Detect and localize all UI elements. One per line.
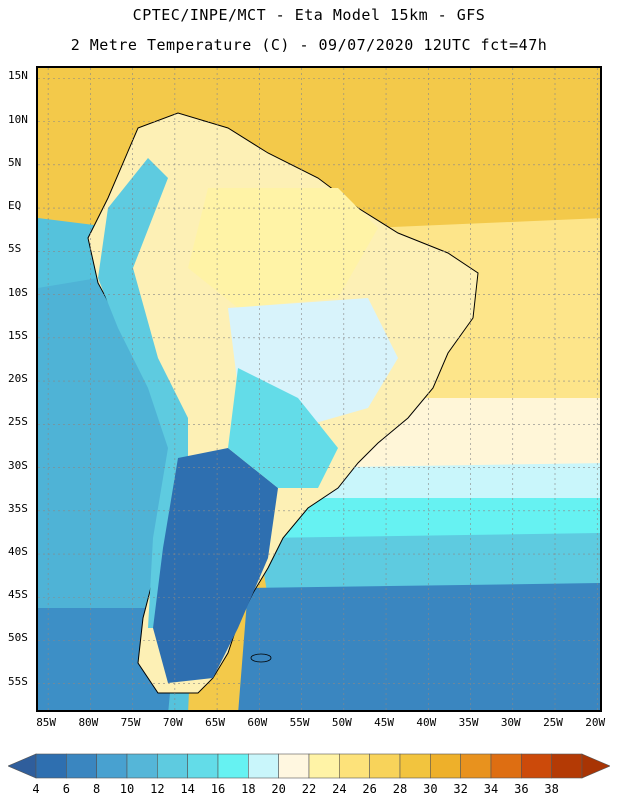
colorbar-segment xyxy=(157,753,188,779)
colorbar-segment xyxy=(187,753,219,779)
lat-tick-label: EQ xyxy=(8,199,22,213)
colorbar-segment xyxy=(369,753,401,779)
lat-tick-label: 30S xyxy=(8,458,28,472)
lat-tick-label: 5N xyxy=(8,155,22,169)
colorbar-min-arrow xyxy=(8,753,37,779)
colorbar-tick-label: 34 xyxy=(483,782,499,796)
colorbar-tick-label: 32 xyxy=(453,782,468,796)
lon-tick-label: 40W xyxy=(416,716,437,729)
colorbar-segment xyxy=(430,753,461,779)
lon-tick-label: 60W xyxy=(247,716,268,729)
lon-tick-label: 25W xyxy=(543,716,563,729)
colorbar-tick-label: 38 xyxy=(544,782,559,796)
patagonia-cold xyxy=(153,448,278,683)
temperature-colorbar xyxy=(8,753,610,779)
colorbar-segment xyxy=(399,753,431,779)
lat-tick-label: 45S xyxy=(8,588,28,602)
colorbar-segment xyxy=(551,753,583,779)
lon-tick-label: 20W xyxy=(585,716,606,729)
lon-tick-label: 65W xyxy=(205,716,226,729)
colorbar-tick-label: 36 xyxy=(514,782,529,796)
lon-tick-label: 30W xyxy=(500,716,521,729)
colorbar-segment xyxy=(248,753,279,779)
pampas-cool xyxy=(228,368,338,488)
lat-tick-label: 25S xyxy=(8,415,28,429)
lat-tick-label: 10S xyxy=(8,285,28,299)
lat-tick-label: 50S xyxy=(8,631,28,645)
colorbar-segment xyxy=(308,753,340,779)
south-atlantic-blue xyxy=(238,583,600,710)
lat-tick-label: 40S xyxy=(8,545,28,558)
falkland-islands xyxy=(250,653,272,663)
lat-tick-label: 15N xyxy=(8,69,28,83)
temperature-map xyxy=(36,66,602,712)
colorbar-segment xyxy=(217,753,249,779)
lon-tick-label: 85W xyxy=(36,716,57,729)
lat-tick-label: 20S xyxy=(8,372,28,386)
colorbar-tick-label: 28 xyxy=(392,782,408,796)
colorbar-segment xyxy=(490,753,522,779)
colorbar-tick-label: 10 xyxy=(119,782,135,796)
colorbar-segment xyxy=(96,753,128,779)
colorbar-tick-label: 6 xyxy=(62,782,70,796)
graticule xyxy=(38,68,600,710)
lon-tick-label: 50W xyxy=(331,716,352,729)
amazon-warm-zone xyxy=(188,188,378,308)
colorbar-tick-label: 30 xyxy=(423,782,438,796)
lon-tick-label: 35W xyxy=(458,716,479,729)
colorbar-tick-label: 20 xyxy=(271,782,286,796)
colorbar-tick-label: 8 xyxy=(93,782,101,796)
colorbar-tick-label: 24 xyxy=(332,782,347,796)
colorbar-tick-label: 26 xyxy=(362,782,377,796)
colorbar-segment xyxy=(339,753,370,779)
lon-tick-label: 45W xyxy=(374,716,394,729)
colorbar-segment xyxy=(278,753,310,779)
south-atlantic-teal xyxy=(258,533,600,598)
lat-tick-label: 35S xyxy=(8,501,28,515)
lat-tick-label: 5S xyxy=(8,242,22,256)
colorbar-tick-label: 14 xyxy=(180,782,195,796)
lon-tick-label: 70W xyxy=(162,716,183,729)
lon-tick-label: 55W xyxy=(289,716,310,729)
colorbar-segment xyxy=(521,753,552,779)
colorbar-max-arrow xyxy=(581,753,610,779)
lat-tick-label: 55S xyxy=(8,674,28,688)
colorbar-tick-label: 18 xyxy=(241,782,256,796)
colorbar-segment xyxy=(66,753,97,779)
map-subtitle: 2 Metre Temperature (C) - 09/07/2020 12U… xyxy=(70,36,548,54)
colorbar-tick-label: 16 xyxy=(210,782,226,796)
colorbar-segment xyxy=(460,753,492,779)
lon-tick-label: 80W xyxy=(78,716,99,729)
pacific-shelf xyxy=(38,278,173,710)
map-title: CPTEC/INPE/MCT - Eta Model 15km - GFS xyxy=(132,6,486,24)
colorbar-segment xyxy=(35,753,67,779)
andes-cold-strip xyxy=(98,158,188,628)
colorbar-tick-label: 4 xyxy=(32,782,40,796)
colorbar-segment xyxy=(126,753,158,779)
lat-tick-label: 10N xyxy=(8,112,28,126)
lon-tick-label: 75W xyxy=(120,716,141,729)
colorbar-tick-label: 22 xyxy=(301,782,317,796)
lat-tick-label: 15S xyxy=(8,328,28,342)
colorbar-tick-label: 12 xyxy=(150,782,165,796)
